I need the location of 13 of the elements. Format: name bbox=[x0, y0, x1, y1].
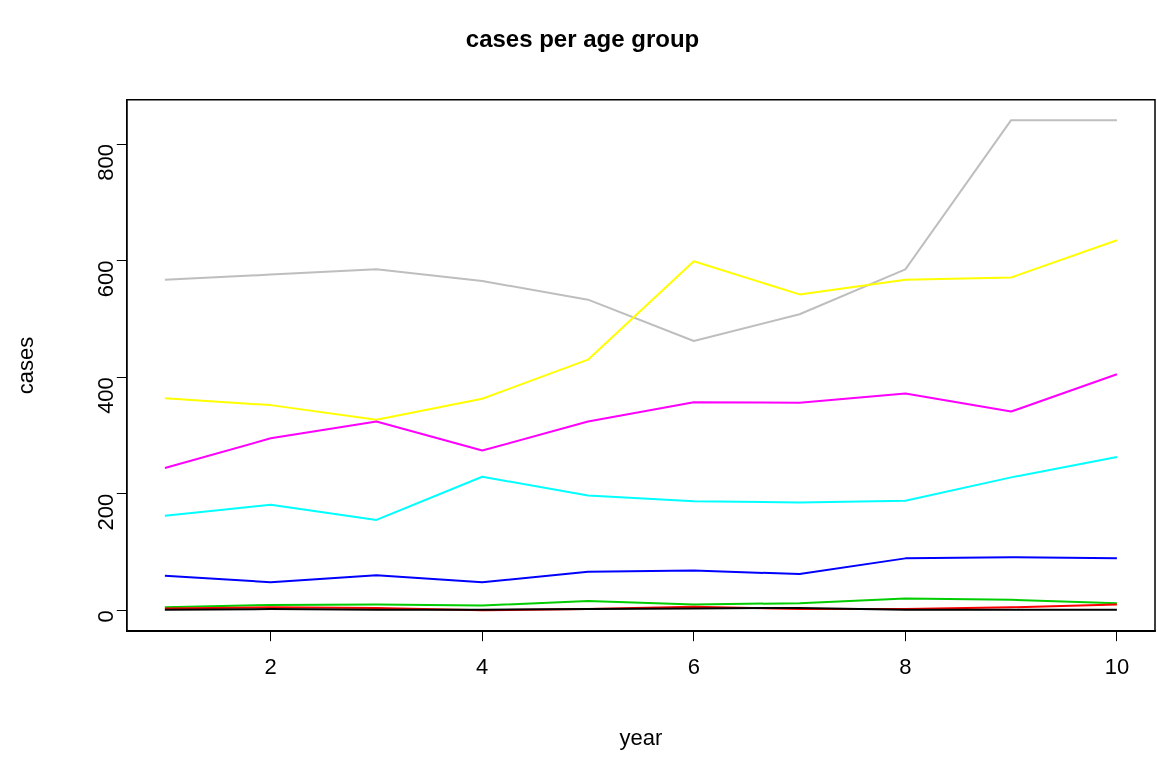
y-axis-title: cases bbox=[13, 336, 39, 395]
chart-title: cases per age group bbox=[465, 25, 700, 53]
x-tick-label: 10 bbox=[1104, 654, 1130, 680]
x-tick-label: 4 bbox=[476, 654, 489, 680]
x-axis-title: year bbox=[619, 724, 663, 750]
x-tick-label: 6 bbox=[687, 654, 700, 680]
y-tick-label: 200 bbox=[92, 493, 118, 531]
y-tick-label: 600 bbox=[92, 260, 118, 298]
y-tick-label: 0 bbox=[92, 610, 118, 623]
x-tick-label: 8 bbox=[899, 654, 912, 680]
y-tick-label: 800 bbox=[92, 144, 118, 181]
y-tick-label: 400 bbox=[92, 377, 118, 414]
x-tick-label: 2 bbox=[264, 654, 277, 680]
